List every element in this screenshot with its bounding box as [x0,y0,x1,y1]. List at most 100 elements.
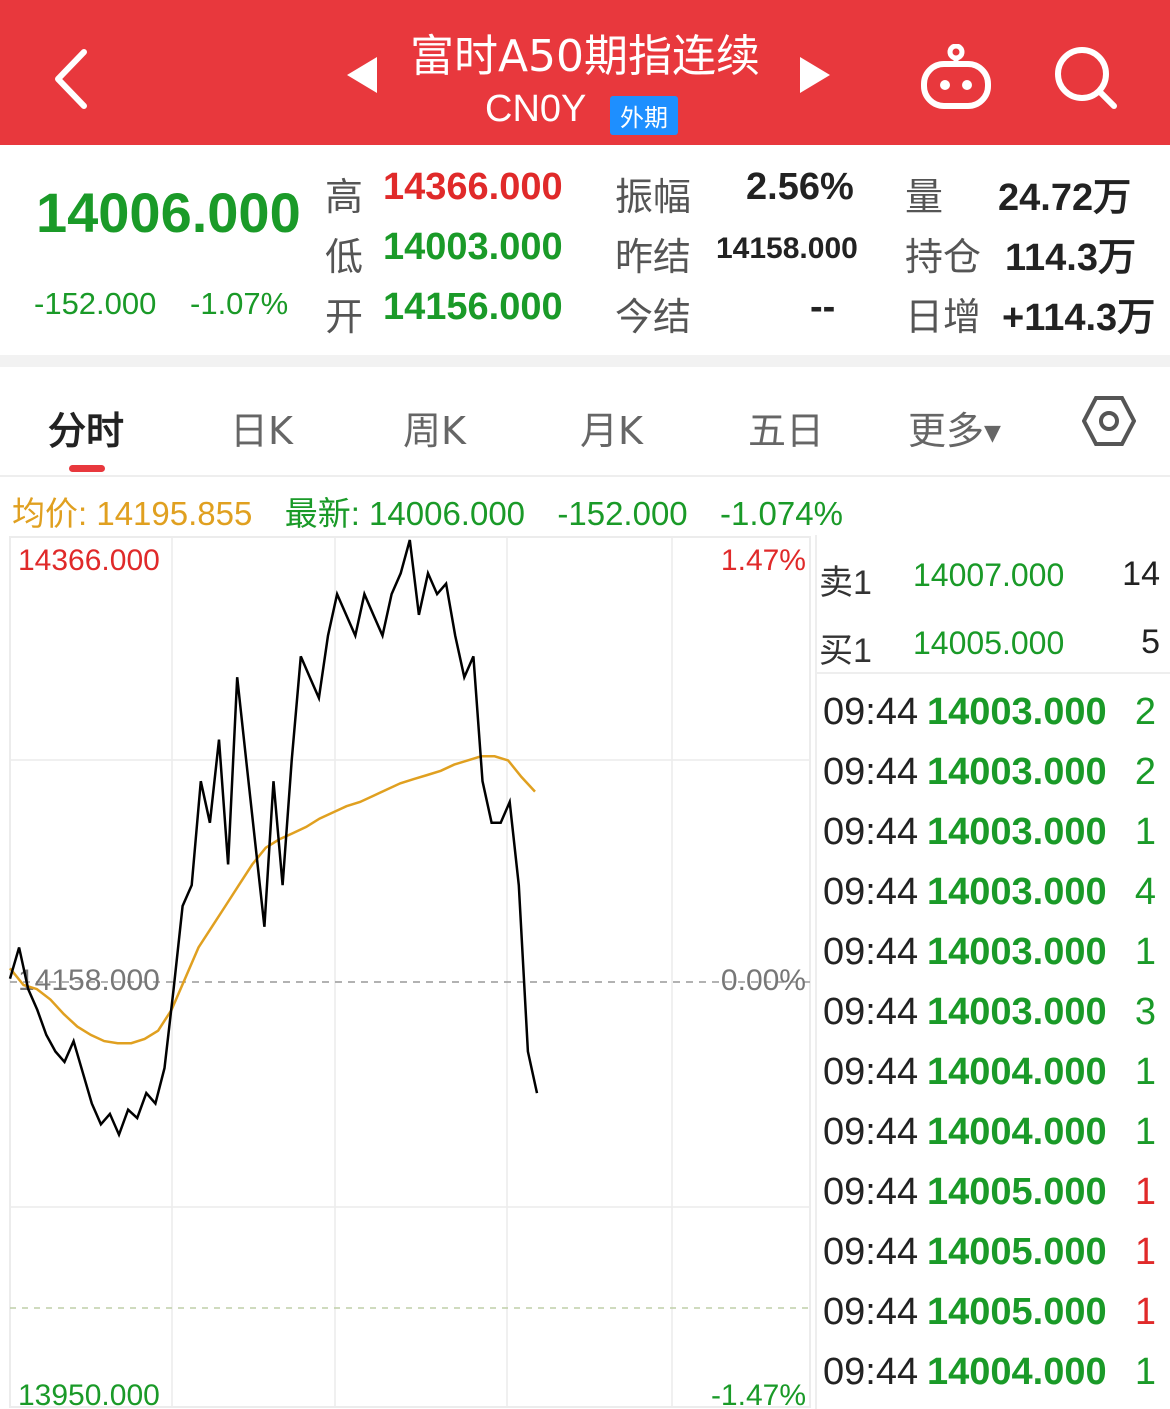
tick-price: 14003.000 [927,691,1107,733]
tick-volume: 2 [1134,691,1156,733]
ask-1-volume: 14 [1122,555,1160,593]
tick-time: 09:44 [823,1351,919,1393]
tick-time: 09:44 [823,871,919,913]
tab-more[interactable]: 更多▼ [908,400,1001,455]
tab-monthly-k[interactable]: 月K [580,409,643,453]
tab-weekly-k[interactable]: 周K [403,409,466,453]
search-icon[interactable] [1052,44,1120,110]
tick-price: 14005.000 [927,1231,1107,1273]
tick-row: 09:44 14005.000 1 [817,1223,1170,1283]
bid-1-price: 14005.000 [913,625,1065,661]
high-value: 14366.000 [383,166,563,208]
y-left-max: 14366.000 [18,544,160,577]
tick-price: 14005.000 [927,1171,1107,1213]
tick-price: 14003.000 [927,871,1107,913]
tick-time: 09:44 [823,991,919,1033]
chart-info-line: 均价: 14195.855 最新: 14006.000 -152.000 -1.… [12,487,843,535]
tick-volume: 3 [1134,991,1156,1033]
section-divider [0,355,1170,367]
tick-volume: 1 [1134,1351,1156,1393]
tick-time: 09:44 [823,1051,919,1093]
tab-more-label: 更多 [908,409,985,453]
tick-volume: 4 [1134,871,1156,913]
tick-time: 09:44 [823,811,919,853]
oi-change-value: +114.3万 [1002,297,1156,339]
y-right-max: 1.47% [721,544,806,577]
y-left-min: 13950.000 [18,1379,160,1409]
ask-1-row: 卖1 14007.000 14 [817,543,1170,603]
avg-price-label: 均价: [12,495,88,532]
tick-volume: 1 [1134,1291,1156,1333]
volume-value: 24.72万 [998,177,1132,219]
tick-row: 09:44 14003.000 1 [817,803,1170,863]
ask-1-label: 卖1 [819,564,872,602]
tab-daily-k[interactable]: 日K [230,409,293,453]
order-book-panel: 卖1 14007.000 14 买1 14005.000 5 09:44 1400… [815,535,1170,1409]
intraday-chart[interactable]: 14366.000 14158.000 13950.000 1.47% 0.00… [0,535,815,1409]
quote-panel [0,145,1170,357]
tab-intraday[interactable]: 分时 [48,409,125,453]
price-change-pct: -1.07% [190,286,289,321]
tick-time: 09:44 [823,1111,919,1153]
settle-value: -- [810,286,836,328]
prev-settle-value: 14158.000 [716,232,858,265]
tick-price: 14003.000 [927,751,1107,793]
y-right-min: -1.47% [711,1379,806,1409]
low-label: 低 [325,235,364,279]
tick-price: 14005.000 [927,1291,1107,1333]
tick-time: 09:44 [823,1171,919,1213]
avg-price-value: 14195.855 [96,495,253,532]
open-interest-value: 114.3万 [1005,237,1136,279]
tick-price: 14004.000 [927,1051,1107,1093]
tick-row: 09:44 14003.000 3 [817,983,1170,1043]
tick-time: 09:44 [823,691,919,733]
open-interest-label: 持仓 [905,235,982,279]
price-line [8,539,539,1139]
amplitude-label: 振幅 [615,175,692,219]
instrument-title: 富时A50期指连续 [409,31,761,82]
latest-change-pct: -1.074% [720,495,843,532]
tick-volume: 1 [1134,1111,1156,1153]
amplitude-value: 2.56% [746,166,854,208]
robot-assistant-icon[interactable] [918,44,994,110]
top-bar: 富时A50期指连续 CN0Y 外期 [0,0,1170,145]
instrument-code: CN0Y [485,88,587,130]
avg-price-line [9,755,536,1045]
tick-volume: 1 [1134,1231,1156,1273]
tick-row: 09:44 14005.000 1 [817,1283,1170,1343]
bid-1-row: 买1 14005.000 5 [817,611,1170,671]
tick-row: 09:44 14003.000 4 [817,863,1170,923]
back-arrow-icon[interactable] [48,44,98,114]
tick-price: 14003.000 [927,811,1107,853]
tick-time: 09:44 [823,751,919,793]
latest-change: -152.000 [557,495,688,532]
tab-five-day[interactable]: 五日 [748,409,825,453]
bid-1-volume: 5 [1141,623,1160,661]
y-right-mid: 0.00% [721,964,806,997]
dropdown-caret-icon: ▼ [984,421,1001,446]
tick-row: 09:44 14005.000 1 [817,1163,1170,1223]
low-value: 14003.000 [383,226,563,268]
tick-row: 09:44 14003.000 2 [817,683,1170,743]
settle-label: 今结 [615,295,692,339]
prev-settle-label: 昨结 [615,235,692,279]
tick-volume: 1 [1134,1051,1156,1093]
settings-hexagon-icon[interactable] [1082,394,1136,448]
tick-volume: 1 [1134,931,1156,973]
next-instrument-icon[interactable] [796,55,834,95]
tick-row: 09:44 14003.000 1 [817,923,1170,983]
tick-time: 09:44 [823,931,919,973]
chart-period-tabs: 分时 日K 周K 月K 五日 更多▼ [0,367,1170,477]
ask-1-price: 14007.000 [913,557,1065,593]
price-change: -152.000 [34,286,157,321]
open-value: 14156.000 [383,286,563,328]
tick-row: 09:44 14003.000 2 [817,743,1170,803]
tick-time: 09:44 [823,1231,919,1273]
tick-row: 09:44 14004.000 1 [817,1103,1170,1163]
last-price: 14006.000 [36,181,301,244]
volume-label: 量 [905,175,944,219]
prev-instrument-icon[interactable] [343,55,381,95]
latest-value: 14006.000 [369,495,526,532]
open-label: 开 [325,295,364,339]
bid-1-label: 买1 [819,632,872,670]
